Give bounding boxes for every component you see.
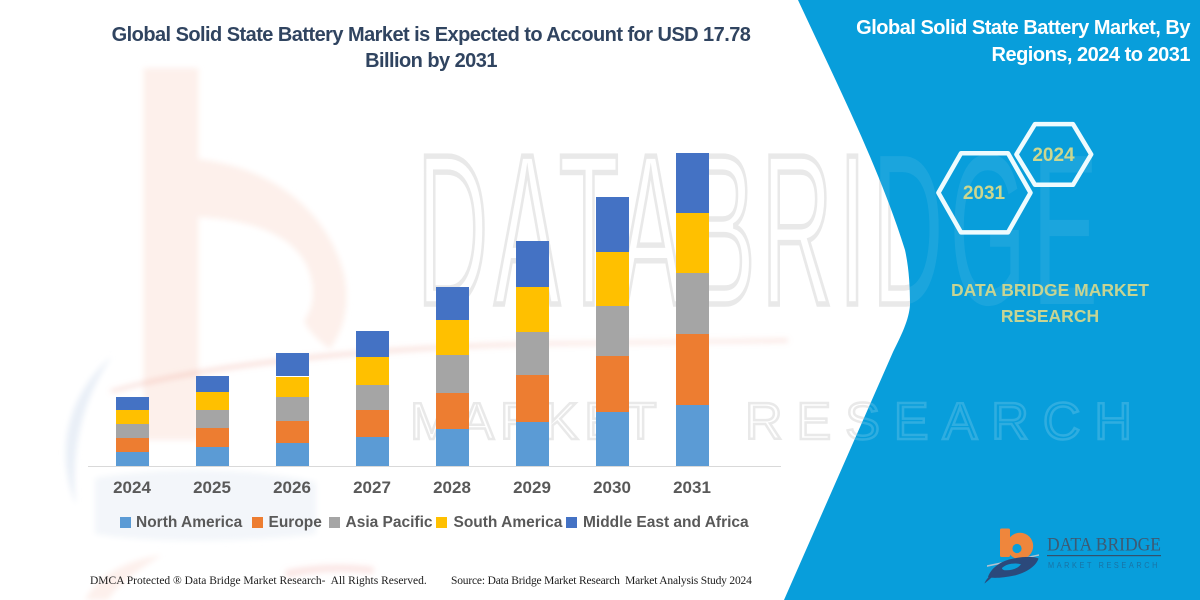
svg-text:DATA BRIDGE: DATA BRIDGE: [1047, 535, 1161, 556]
svg-text:MARKET RESEARCH: MARKET RESEARCH: [1048, 560, 1160, 570]
